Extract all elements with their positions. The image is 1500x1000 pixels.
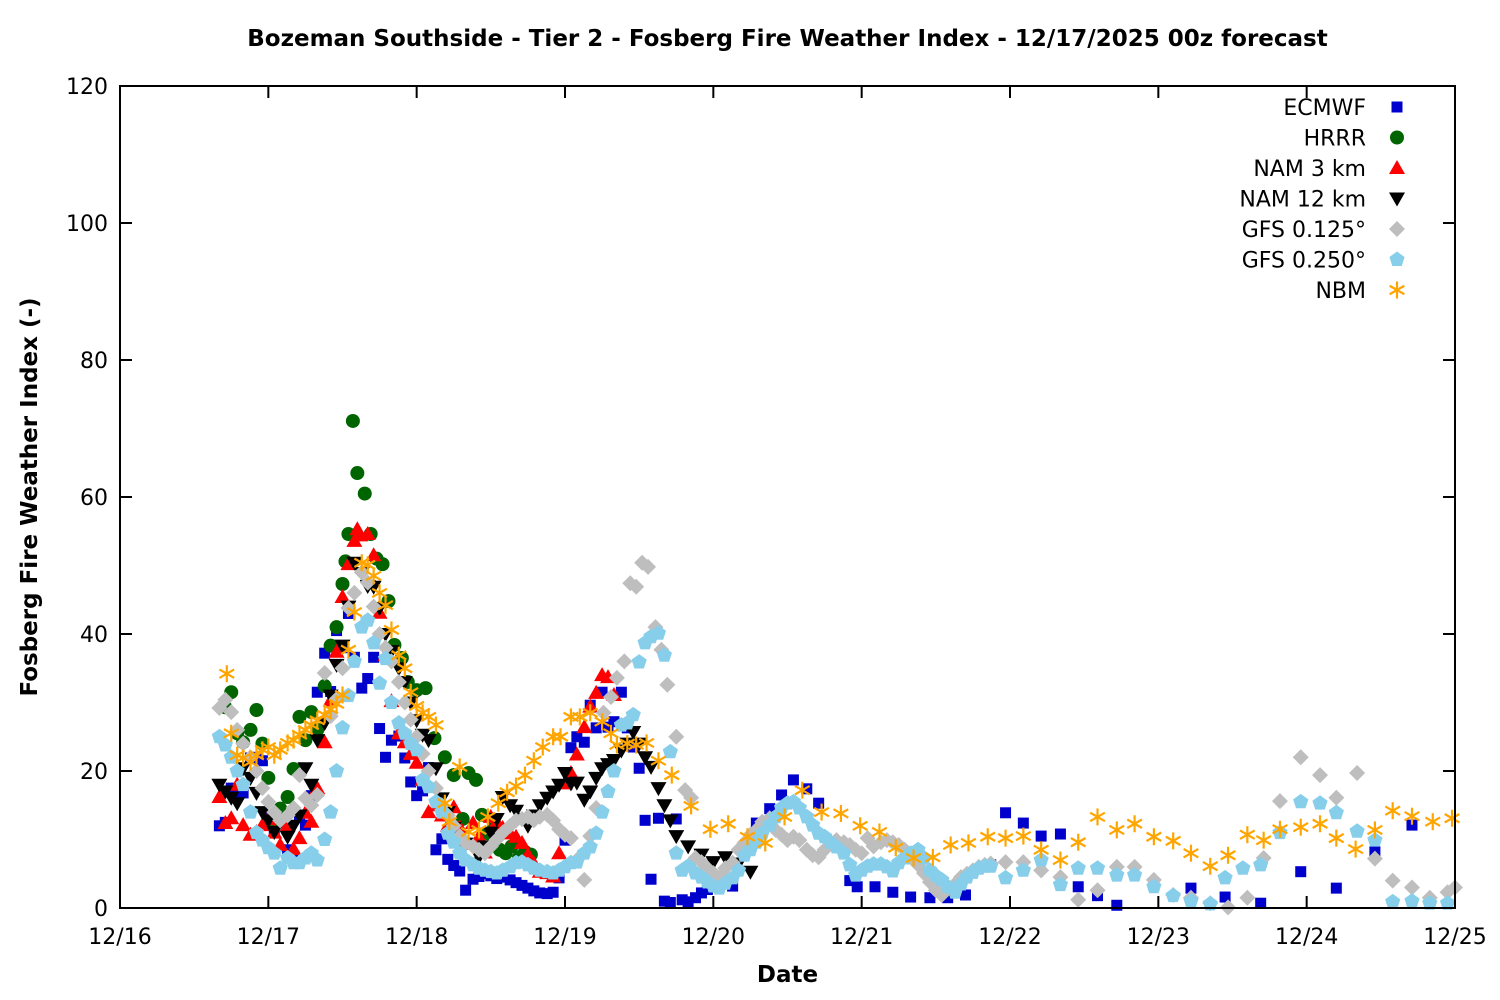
legend-entry-gfs-0-125: GFS 0.125° — [1242, 218, 1405, 243]
y-axis-title: Fosberg Fire Weather Index (-) — [17, 297, 43, 697]
chart-title: Bozeman Southside - Tier 2 - Fosberg Fir… — [247, 26, 1328, 52]
legend-label: GFS 0.125° — [1242, 218, 1366, 243]
legend-label: NBM — [1315, 279, 1366, 304]
legend-marker-gfs-0-250-icon — [1389, 251, 1405, 266]
legend-marker-ecmwf-icon — [1391, 101, 1403, 113]
legend-label: NAM 3 km — [1253, 157, 1366, 182]
x-tick-label: 12/21 — [830, 925, 893, 950]
x-tick-label: 12/17 — [237, 925, 300, 950]
series-nbm — [218, 554, 1460, 875]
legend-entry-nbm: NBM — [1315, 279, 1405, 304]
legend-label: HRRR — [1304, 127, 1366, 152]
legend-marker-hrrr-icon — [1390, 130, 1404, 145]
legend-marker-nbm-icon — [1389, 281, 1405, 299]
x-tick-label: 12/25 — [1423, 925, 1486, 950]
x-tick-label: 12/20 — [682, 925, 745, 950]
y-tick-label: 60 — [80, 486, 108, 511]
legend: ECMWF HRRR NAM 3 km NAM 12 km GFS 0.125° GFS … — [1239, 96, 1405, 304]
x-tick-label: 12/16 — [88, 925, 151, 950]
y-tick-label: 120 — [66, 75, 108, 100]
x-axis-ticks: 12/16 12/17 12/18 12/19 12/20 12/21 12/22 12/23… — [88, 86, 1487, 950]
legend-entry-nam-12-km: NAM 12 km — [1239, 188, 1405, 213]
legend-label: NAM 12 km — [1239, 188, 1366, 213]
series-gfs-0-250 — [211, 612, 1456, 911]
legend-marker-gfs-0-125-icon — [1389, 221, 1405, 237]
legend-marker-nam-12-km-icon — [1389, 192, 1405, 207]
y-tick-label: 20 — [80, 760, 108, 785]
x-tick-label: 12/22 — [978, 925, 1041, 950]
legend-label: ECMWF — [1283, 96, 1366, 121]
y-tick-label: 100 — [66, 212, 108, 237]
y-tick-label: 0 — [94, 897, 108, 922]
legend-marker-nam-3-km-icon — [1389, 160, 1405, 174]
legend-entry-nam-3-km: NAM 3 km — [1253, 157, 1405, 182]
x-tick-label: 12/18 — [385, 925, 448, 950]
legend-entry-ecmwf: ECMWF — [1283, 96, 1403, 121]
y-tick-label: 40 — [80, 623, 108, 648]
x-axis-title: Date — [756, 962, 819, 988]
x-tick-label: 12/19 — [533, 925, 596, 950]
y-axis-ticks: 0 20 40 60 80 100 120 — [66, 75, 1455, 922]
x-tick-label: 12/23 — [1127, 925, 1190, 950]
legend-entry-hrrr: HRRR — [1304, 127, 1404, 152]
y-tick-label: 80 — [80, 349, 108, 374]
legend-label: GFS 0.250° — [1242, 249, 1366, 274]
x-tick-label: 12/24 — [1275, 925, 1338, 950]
legend-entry-gfs-0-250: GFS 0.250° — [1242, 249, 1405, 274]
